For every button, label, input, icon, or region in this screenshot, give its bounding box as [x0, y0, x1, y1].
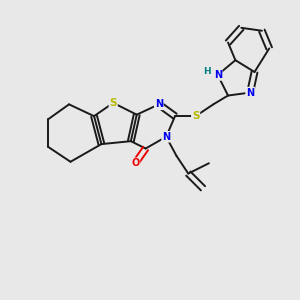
- Text: S: S: [110, 98, 117, 108]
- Text: N: N: [246, 88, 254, 98]
- Text: N: N: [155, 99, 163, 110]
- Text: H: H: [204, 67, 211, 76]
- Text: N: N: [162, 132, 170, 142]
- Text: S: S: [192, 111, 200, 121]
- Text: O: O: [131, 158, 140, 168]
- Text: N: N: [214, 70, 222, 80]
